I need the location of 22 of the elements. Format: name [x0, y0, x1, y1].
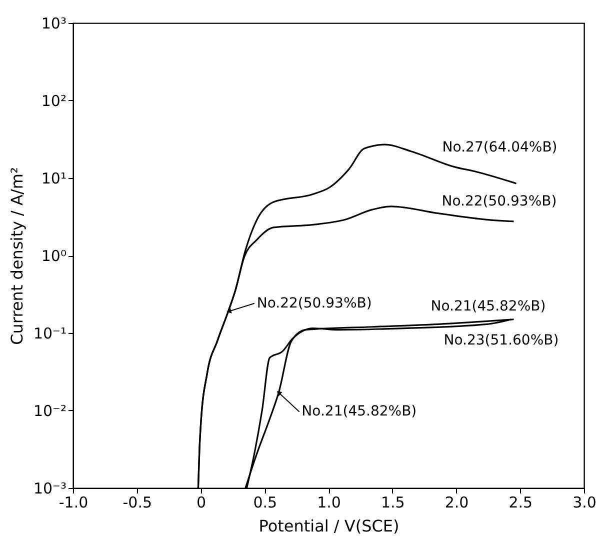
y-tick-label: 10⁻¹	[33, 324, 66, 342]
y-tick-label: 10⁻²	[33, 402, 66, 420]
y-tick-label: 10³	[41, 14, 66, 32]
x-tick-label: 3.0	[572, 494, 596, 512]
x-tick-label: 1.5	[380, 494, 405, 512]
y-tick-label: 10⁰	[41, 247, 66, 265]
annotation: No.22(50.93%B)	[256, 295, 372, 312]
x-tick-label: 0.5	[253, 494, 278, 512]
x-tick-label: -0.5	[122, 494, 152, 512]
y-axis-title: Current density / A/m²	[7, 167, 26, 345]
x-axis-title: Potential / V(SCE)	[258, 516, 400, 536]
annotation: No.22(50.93%B)	[442, 193, 557, 210]
y-tick-label: 10²	[41, 92, 66, 110]
annotation: No.23(51.60%B)	[444, 332, 559, 348]
x-tick-label: 2.5	[508, 494, 533, 512]
annotation: No.21(45.82%B)	[302, 404, 417, 420]
x-tick-label: 0	[196, 494, 206, 512]
x-tick-label: 1.0	[317, 494, 341, 512]
y-tick-label: 10¹	[41, 170, 66, 188]
annotation: No.21(45.82%B)	[430, 298, 546, 314]
annotation: No.27(64.04%B)	[442, 139, 558, 156]
x-tick-label: 2.0	[444, 494, 469, 512]
